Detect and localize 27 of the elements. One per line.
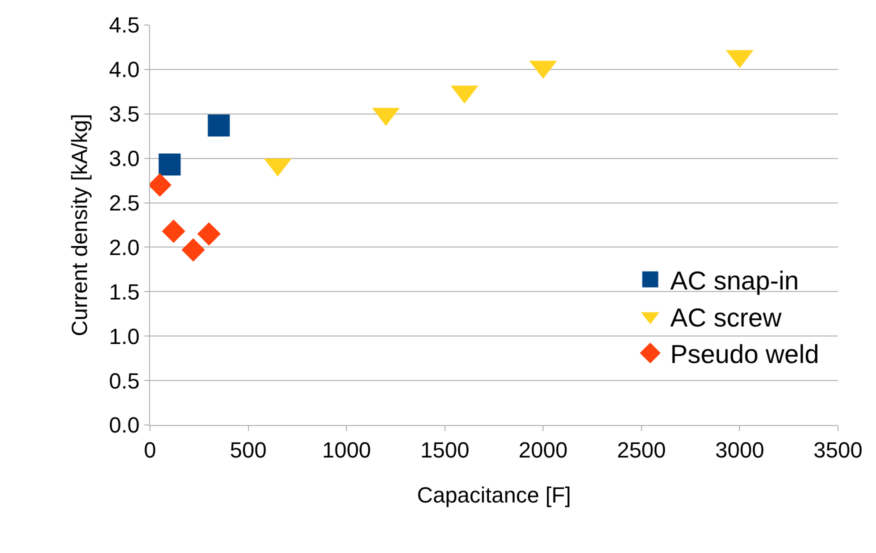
- y-tick-label: 0.0: [109, 412, 140, 438]
- legend-label: AC snap-in: [670, 266, 799, 296]
- point: [158, 154, 181, 176]
- y-tick-label: 4.5: [109, 12, 140, 38]
- x-axis-title: Capacitance [F]: [416, 482, 572, 508]
- x-tick-label: 2500: [616, 437, 666, 462]
- y-tick-label: 0.5: [109, 368, 140, 394]
- x-tick-label: 1000: [322, 437, 372, 462]
- legend-label: AC screw: [670, 302, 782, 332]
- y-tick-label: 3.5: [109, 102, 140, 127]
- x-tick-label: 500: [230, 437, 267, 462]
- x-tick-label: 0: [144, 437, 156, 462]
- x-tick-label: 1500: [420, 437, 470, 462]
- point: [182, 238, 205, 262]
- y-tick-label: 2.0: [109, 234, 140, 260]
- x-tick-label: 3500: [814, 437, 862, 462]
- point: [197, 222, 221, 246]
- y-tick-label: 3.0: [109, 146, 140, 172]
- point: [162, 220, 186, 243]
- y-tick-label: 1.0: [109, 324, 140, 349]
- x-tick-label: 3000: [715, 437, 764, 462]
- y-tick-label: 1.5: [109, 279, 140, 304]
- y-axis-title: Current density [kA/kg]: [66, 114, 92, 336]
- y-tick-label: 4.0: [109, 57, 140, 82]
- x-tick-label: 2000: [518, 437, 568, 462]
- legend-label: Pseudo weld: [670, 339, 820, 370]
- y-tick-label: 2.5: [109, 190, 140, 216]
